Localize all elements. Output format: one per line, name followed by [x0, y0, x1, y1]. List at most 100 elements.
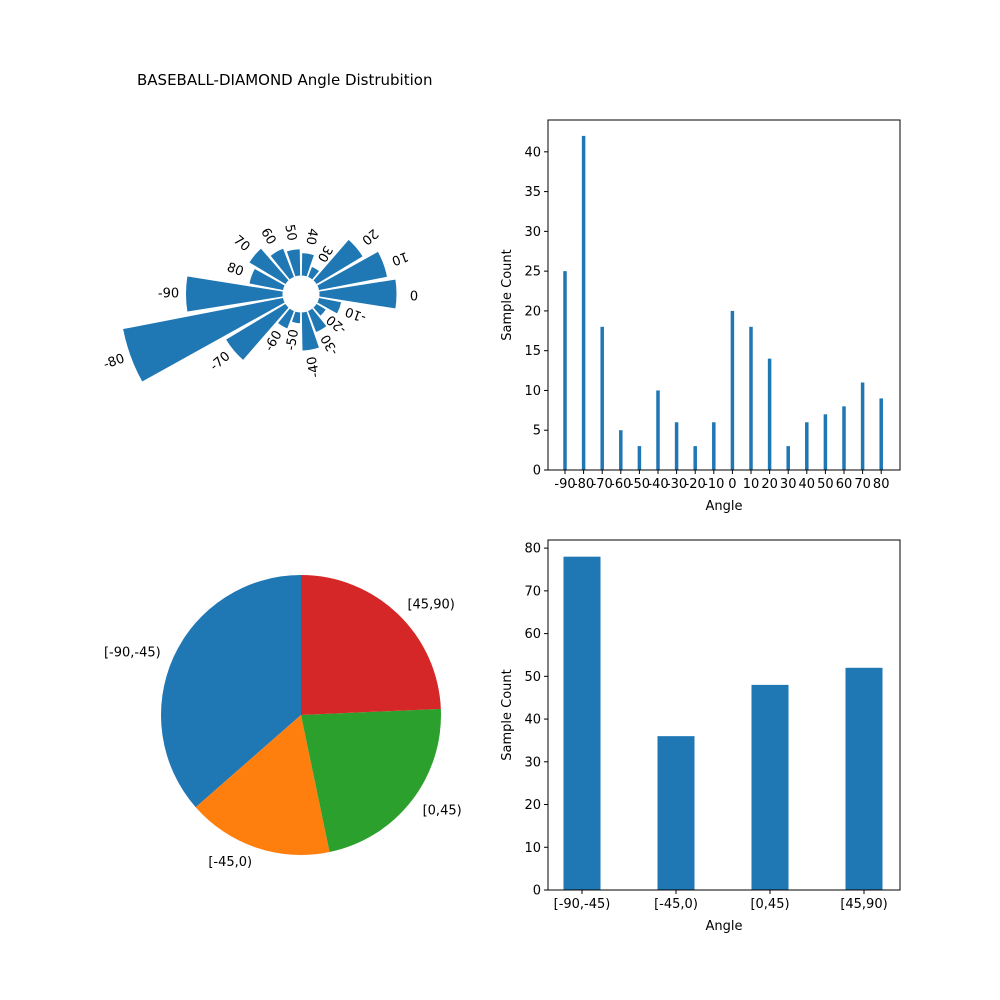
x-tick-label: -60: [610, 477, 631, 492]
x-tick-label: 10: [743, 477, 760, 492]
range-bar-chart: 0 10 20 30 40 50 60 70 80 [-90,-45) [-45,0) [0,45)…: [500, 539, 901, 934]
polar-bar: [276, 307, 296, 330]
polar-chart: -90-80 -70-60-50-40-30-20-100102030405060…: [102, 223, 418, 383]
range-y-ticks: 0 10 20 30 40 50 60 70 80: [524, 542, 548, 899]
y-tick-label: 60: [524, 627, 541, 642]
pie-slice-label: [-45,0): [208, 855, 252, 870]
polar-bar: [248, 247, 290, 286]
y-tick-label: 20: [524, 798, 541, 813]
polar-bar-label: 80: [225, 260, 246, 280]
polar-bar-label: 60: [257, 226, 278, 248]
bar: [657, 736, 695, 890]
y-tick-label: 0: [533, 884, 541, 899]
bar: [581, 135, 586, 470]
x-tick-label: 50: [817, 477, 834, 492]
polar-bar: [269, 247, 296, 281]
y-tick-label: 30: [524, 755, 541, 770]
bar: [879, 398, 883, 470]
bar: [730, 310, 735, 470]
x-tick-label: [0,45): [750, 897, 789, 912]
bar: [619, 430, 623, 470]
x-tick-label: -50: [629, 477, 650, 492]
bar: [842, 406, 846, 470]
polar-bar: [312, 238, 364, 286]
bar: [637, 446, 642, 470]
x-tick-label: -90: [554, 477, 575, 492]
x-tick-label: -10: [703, 477, 724, 492]
polar-bar: [121, 296, 286, 383]
polar-bar-label: -90: [158, 287, 179, 302]
pie-slice: [301, 708, 441, 853]
y-tick-label: 10: [524, 384, 541, 399]
bar: [563, 271, 567, 470]
bar: [693, 446, 697, 470]
y-tick-label: 40: [524, 713, 541, 728]
polar-bar: [316, 250, 389, 292]
histogram-x-ticks: -90-80-70-60-50-40-30-20-10 0 10 20 30 40 50 60…: [554, 470, 889, 492]
x-tick-label: 30: [780, 477, 797, 492]
bar: [563, 556, 601, 890]
y-tick-label: 10: [524, 841, 541, 856]
x-tick-label: -30: [666, 477, 687, 492]
x-tick-label: -20: [685, 477, 706, 492]
x-tick-label: -40: [647, 477, 668, 492]
range-pie-chart: [-90,-45) [-45,0) [0,45) [45,90): [104, 575, 462, 870]
range-x-label: Angle: [706, 919, 743, 934]
polar-bar: [312, 302, 328, 318]
pie-slice: [160, 575, 301, 808]
y-tick-label: 0: [533, 464, 541, 479]
bar: [656, 390, 660, 470]
bar: [845, 667, 883, 890]
y-tick-label: 80: [524, 542, 541, 557]
pie-slice: [195, 715, 330, 856]
bar: [674, 422, 679, 470]
figure-title: BASEBALL-DIAMOND Angle Distrubition: [137, 71, 432, 89]
bar: [767, 358, 772, 470]
polar-bar: [300, 252, 316, 278]
polar-bar: [224, 302, 290, 362]
polar-bar-label: -50: [284, 328, 302, 352]
bar: [600, 326, 604, 470]
angle-histogram-chart: 0 5 10 15 20 25 30 35 40 -90-80-70-60-50-40-30-2…: [500, 119, 901, 514]
histogram-x-label: Angle: [706, 499, 743, 514]
range-frame: [547, 539, 901, 891]
y-tick-label: 5: [533, 424, 541, 439]
polar-bar: [285, 248, 302, 278]
range-y-label: Sample Count: [500, 669, 515, 760]
polar-bar-label: 20: [358, 225, 380, 247]
bar: [712, 422, 716, 470]
x-tick-label: -70: [592, 477, 613, 492]
x-tick-label: -80: [573, 477, 594, 492]
histogram-frame: [547, 119, 901, 471]
polar-bar-label: 0: [410, 287, 418, 302]
x-tick-label: 80: [873, 477, 890, 492]
polar-bar: [185, 275, 284, 313]
x-tick-label: 60: [836, 477, 853, 492]
polar-bar-label: 70: [230, 233, 252, 255]
polar-bar: [316, 296, 343, 315]
x-tick-label: [-90,-45): [554, 897, 611, 912]
y-tick-label: 70: [524, 584, 541, 599]
polar-bar-label: -10: [343, 303, 368, 324]
bar: [786, 446, 790, 470]
histogram-y-label: Sample Count: [500, 249, 515, 340]
bar: [749, 326, 753, 470]
y-tick-label: 50: [524, 670, 541, 685]
polar-bar: [248, 267, 286, 292]
polar-bar-label: 50: [281, 223, 299, 242]
polar-bar: [306, 265, 321, 281]
x-tick-label: 40: [799, 477, 816, 492]
histogram-y-ticks: 0 5 10 15 20 25 30 35 40: [524, 145, 548, 479]
bar: [805, 422, 809, 470]
y-tick-label: 15: [524, 344, 541, 359]
x-tick-label: 20: [761, 477, 778, 492]
polar-bar-label: -70: [207, 349, 233, 374]
y-tick-label: 40: [524, 145, 541, 160]
pie-slice-label: [-90,-45): [104, 645, 161, 660]
polar-bar-label: -80: [102, 351, 127, 372]
polar-bar-label: -40: [305, 355, 323, 379]
y-tick-label: 30: [524, 225, 541, 240]
pie-slice: [301, 575, 441, 715]
polar-bar: [306, 307, 328, 334]
